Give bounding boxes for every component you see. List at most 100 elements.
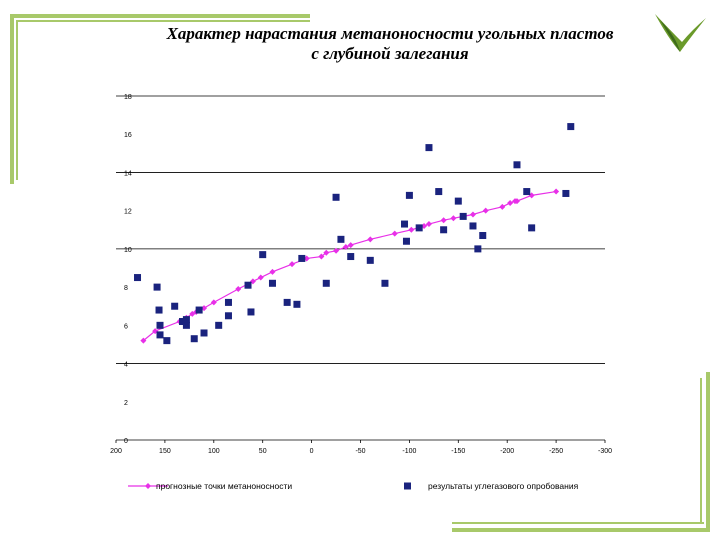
sample-point xyxy=(298,254,306,262)
legend-label-forecast: прогнозные точки метаноносности xyxy=(156,481,292,491)
forecast-point xyxy=(235,286,242,293)
forecast-point xyxy=(408,226,415,233)
sample-point xyxy=(337,235,345,243)
forecast-point xyxy=(507,200,514,207)
forecast-point xyxy=(289,261,296,268)
sample-point xyxy=(182,316,190,324)
sample-point xyxy=(440,226,448,234)
x-tick-label: 200 xyxy=(110,448,122,455)
sample-point xyxy=(224,298,232,306)
x-tick-label: -100 xyxy=(402,448,416,455)
forecast-point xyxy=(553,188,560,195)
x-tick-label: 150 xyxy=(159,448,171,455)
sample-point xyxy=(332,193,340,201)
forecast-point xyxy=(482,207,489,214)
slide-title: Характер нарастания метаноносности уголь… xyxy=(110,24,670,64)
forecast-point xyxy=(440,217,447,224)
x-tick-label: -150 xyxy=(451,448,465,455)
sample-point xyxy=(268,279,276,287)
sample-point xyxy=(562,189,570,197)
y-tick-label: 10 xyxy=(124,247,132,254)
sample-point xyxy=(182,321,190,329)
sample-point xyxy=(435,188,443,196)
legend-square-swatch xyxy=(404,482,411,490)
y-tick-label: 12 xyxy=(124,209,132,216)
sample-point xyxy=(155,306,163,314)
sample-point xyxy=(347,253,355,261)
x-tick-label: 100 xyxy=(208,448,220,455)
y-tick-label: 18 xyxy=(124,94,132,101)
y-tick-label: 16 xyxy=(124,132,132,139)
sample-point xyxy=(244,281,252,289)
x-tick-label: 50 xyxy=(259,448,267,455)
frame-bottom-right xyxy=(452,372,710,532)
y-tick-label: 4 xyxy=(124,362,128,369)
y-tick-label: 2 xyxy=(124,400,128,407)
sample-point xyxy=(528,224,536,232)
forecast-point xyxy=(469,211,476,218)
x-tick-label: -300 xyxy=(598,448,612,455)
title-line-1: Характер нарастания метаноносности уголь… xyxy=(166,24,614,43)
y-tick-label: 14 xyxy=(124,170,132,177)
frame-top-left xyxy=(10,14,310,184)
sample-point xyxy=(171,302,179,310)
forecast-point xyxy=(499,203,506,210)
sample-point xyxy=(405,191,413,199)
forecast-point xyxy=(342,243,349,250)
sample-point xyxy=(415,224,423,232)
sample-point xyxy=(247,308,255,316)
x-tick-label: -50 xyxy=(355,448,365,455)
x-tick-label: -200 xyxy=(500,448,514,455)
sample-point xyxy=(474,245,482,253)
forecast-point xyxy=(450,215,457,222)
sample-point xyxy=(153,283,161,291)
forecast-point xyxy=(257,274,264,281)
x-tick-label: 0 xyxy=(310,448,314,455)
forecast-point xyxy=(323,249,330,256)
sample-point xyxy=(322,279,330,287)
sample-point xyxy=(190,335,198,343)
sample-point xyxy=(401,220,409,228)
forecast-point xyxy=(318,253,325,260)
sample-point xyxy=(567,123,575,131)
sample-point xyxy=(224,312,232,320)
y-tick-label: 6 xyxy=(124,323,128,330)
y-tick-label: 0 xyxy=(124,438,128,445)
sample-point xyxy=(134,274,142,282)
sample-point xyxy=(156,321,164,329)
sample-point xyxy=(195,306,203,314)
forecast-point xyxy=(391,230,398,237)
sample-point xyxy=(179,318,187,326)
forecast-point xyxy=(140,337,147,344)
forecast-point xyxy=(269,268,276,275)
forecast-point xyxy=(513,198,520,205)
forecast-line xyxy=(143,190,557,342)
sample-point xyxy=(293,300,301,308)
legend-label-samples: результаты углегазового опробования xyxy=(428,481,579,491)
sample-point xyxy=(215,321,223,329)
sample-point xyxy=(200,329,208,337)
forecast-point xyxy=(210,299,217,306)
sample-point xyxy=(402,237,410,245)
x-tick-label: -250 xyxy=(549,448,563,455)
sample-point xyxy=(459,212,467,220)
sample-point xyxy=(523,188,531,196)
legend-diamond-swatch xyxy=(145,483,151,489)
sample-point xyxy=(163,337,171,345)
y-tick-label: 8 xyxy=(124,285,128,292)
sample-point xyxy=(425,144,433,152)
forecast-point xyxy=(347,242,354,249)
sample-point xyxy=(283,298,291,306)
sample-point xyxy=(513,161,521,169)
sample-point xyxy=(259,251,267,259)
logo-icon xyxy=(655,14,706,52)
sample-point xyxy=(156,331,164,339)
title-line-2: с глубиной залегания xyxy=(311,44,469,63)
sample-point xyxy=(469,222,477,230)
sample-point xyxy=(454,197,462,205)
sample-point xyxy=(366,256,374,264)
sample-point xyxy=(381,279,389,287)
sample-point xyxy=(479,232,487,240)
